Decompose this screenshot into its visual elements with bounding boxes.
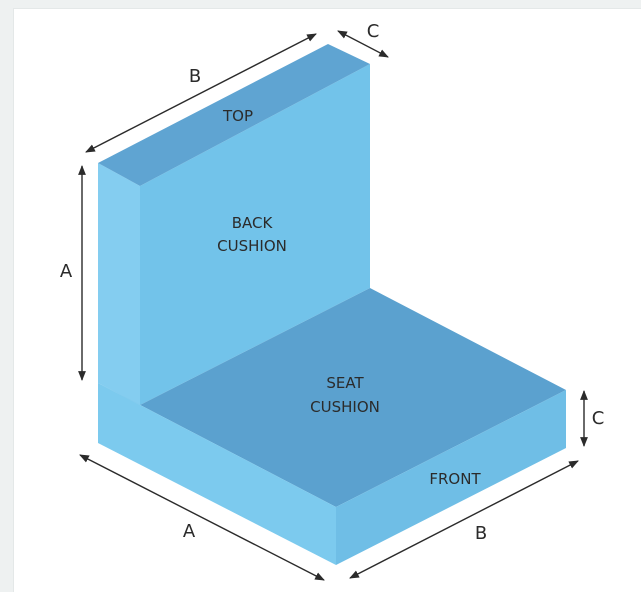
dimension-label-back-height: A — [60, 261, 73, 282]
dimension-arrow-seat-width — [349, 460, 579, 579]
front-label: FRONT — [429, 470, 481, 488]
seat-cushion-label-line1: SEAT — [326, 374, 364, 392]
dimension-label-back-width: B — [189, 66, 201, 87]
seat-cushion-top-face — [98, 288, 566, 507]
dimension-label-seat-width: B — [475, 523, 487, 544]
dimension-label-seat-depth: A — [183, 521, 196, 542]
dimension-label-back-depth: C — [367, 21, 380, 42]
dimension-arrow-seat-depth — [79, 454, 325, 581]
dimension-label-seat-height: C — [592, 408, 605, 429]
back-cushion-label-line1: BACK — [232, 214, 274, 232]
top-label: TOP — [222, 107, 253, 125]
dimension-arrow-back-width — [85, 33, 317, 153]
back-cushion-left-edge — [98, 163, 140, 405]
dimension-arrow-back-depth — [337, 30, 389, 58]
seat-cushion-label-line2: CUSHION — [310, 398, 380, 416]
back-cushion-label-line2: CUSHION — [217, 237, 287, 255]
